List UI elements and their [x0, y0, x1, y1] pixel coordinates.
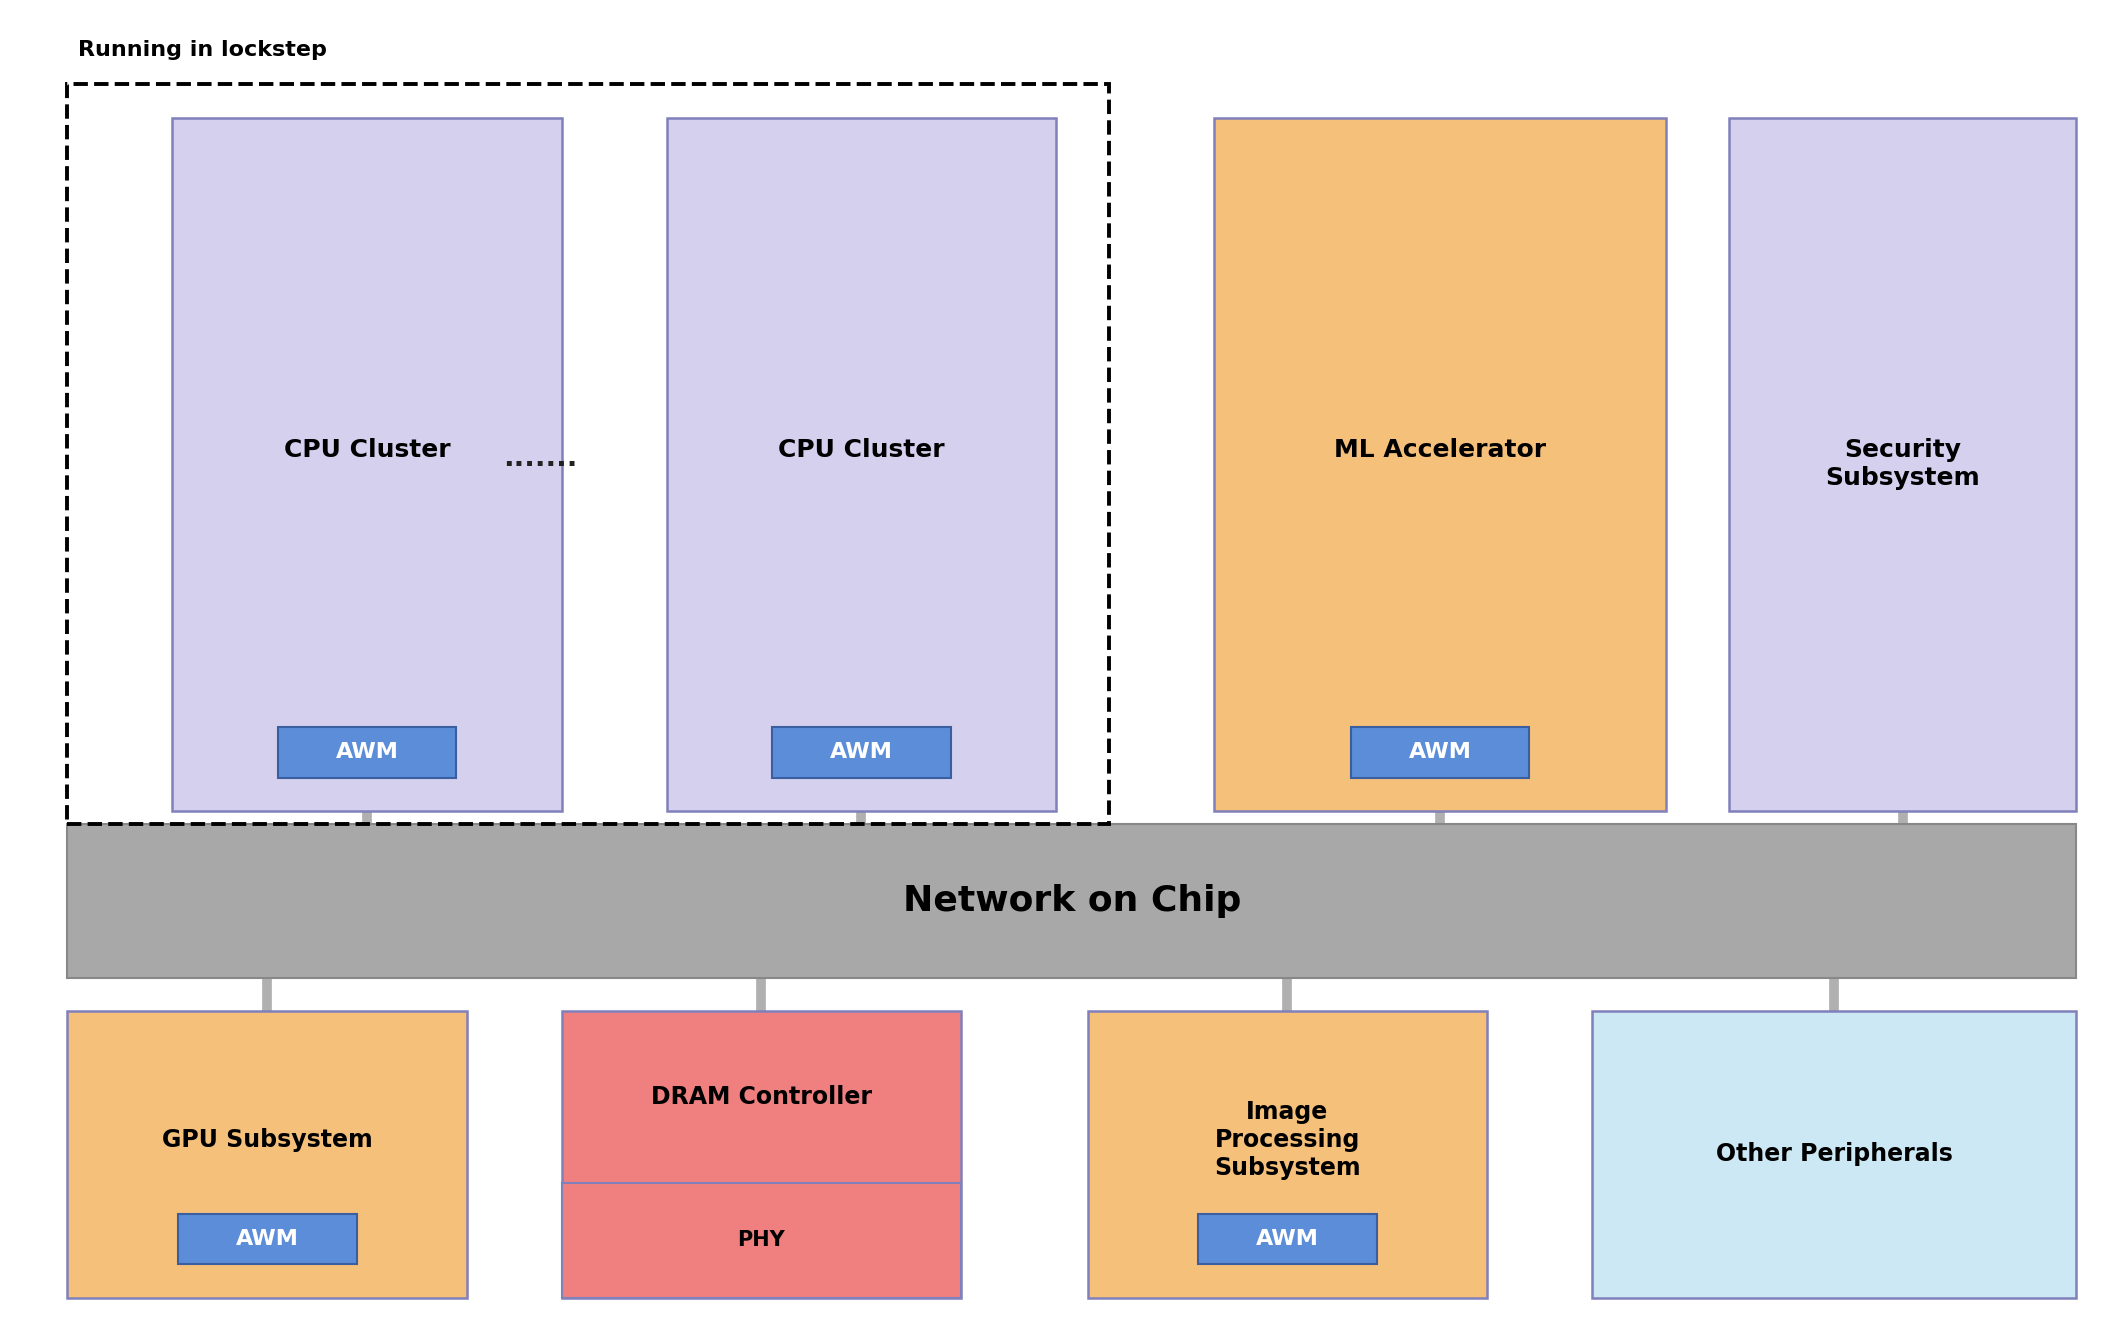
FancyBboxPatch shape [68, 1011, 467, 1298]
Text: AWM: AWM [830, 742, 893, 762]
FancyBboxPatch shape [1198, 1213, 1377, 1264]
Text: .......: ....... [503, 444, 579, 471]
FancyBboxPatch shape [773, 727, 950, 778]
FancyBboxPatch shape [173, 118, 562, 811]
FancyBboxPatch shape [177, 1213, 357, 1264]
Text: AWM: AWM [1257, 1229, 1318, 1249]
Text: Security
Subsystem: Security Subsystem [1825, 439, 1981, 490]
Text: ML Accelerator: ML Accelerator [1335, 439, 1546, 463]
Text: Network on Chip: Network on Chip [902, 884, 1242, 918]
Text: AWM: AWM [1409, 742, 1472, 762]
Text: GPU Subsystem: GPU Subsystem [163, 1129, 372, 1153]
FancyBboxPatch shape [1214, 118, 1666, 811]
Text: Other Peripherals: Other Peripherals [1715, 1142, 1954, 1166]
FancyBboxPatch shape [562, 1184, 961, 1298]
Text: Image
Processing
Subsystem: Image Processing Subsystem [1214, 1100, 1360, 1180]
Text: DRAM Controller: DRAM Controller [650, 1086, 872, 1108]
FancyBboxPatch shape [68, 824, 2076, 978]
FancyBboxPatch shape [1088, 1011, 1487, 1298]
FancyBboxPatch shape [1730, 118, 2076, 811]
Text: Running in lockstep: Running in lockstep [78, 40, 327, 60]
FancyBboxPatch shape [277, 727, 456, 778]
Text: AWM: AWM [237, 1229, 298, 1249]
Text: CPU Cluster: CPU Cluster [777, 439, 944, 463]
FancyBboxPatch shape [1592, 1011, 2076, 1298]
Text: CPU Cluster: CPU Cluster [283, 439, 450, 463]
FancyBboxPatch shape [1350, 727, 1529, 778]
FancyBboxPatch shape [562, 1011, 961, 1298]
Text: AWM: AWM [336, 742, 399, 762]
FancyBboxPatch shape [667, 118, 1056, 811]
Text: PHY: PHY [737, 1231, 786, 1251]
